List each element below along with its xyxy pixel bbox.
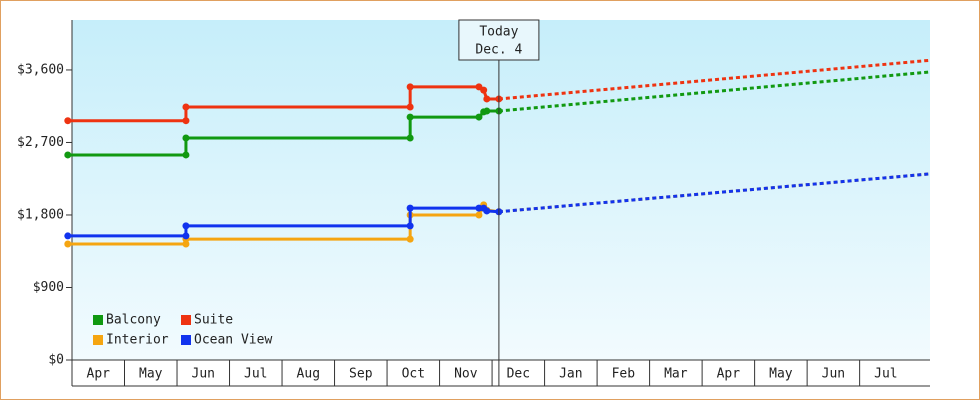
price-point (64, 240, 72, 248)
y-tick-label: $1,800 (17, 207, 64, 222)
price-point (182, 134, 190, 142)
legend-swatch (181, 335, 191, 345)
forecast-line (498, 172, 931, 214)
x-tick-label: Apr (717, 367, 741, 382)
price-point (483, 207, 491, 215)
price-point (64, 232, 72, 240)
legend-label: Balcony (106, 313, 161, 328)
price-point (483, 95, 491, 103)
legend-swatch (93, 315, 103, 325)
today-box (458, 19, 540, 61)
price-point (182, 240, 190, 248)
price-point (406, 222, 414, 230)
y-tick-label: $3,600 (17, 62, 64, 77)
forecast-line (498, 58, 931, 101)
x-tick-label: Jul (244, 367, 267, 382)
x-tick-label: Jun (822, 367, 845, 382)
x-tick-label: Dec (507, 367, 530, 382)
y-tick-label: $900 (33, 280, 64, 295)
x-tick-label: Feb (612, 367, 636, 382)
x-tick-label: Aug (297, 367, 320, 382)
price-point (480, 86, 488, 94)
x-tick-label: Jan (559, 367, 582, 382)
price-point (182, 222, 190, 230)
x-tick-label: Jul (874, 367, 897, 382)
legend-label: Ocean View (194, 333, 272, 348)
legend-swatch (93, 335, 103, 345)
price-point (182, 103, 190, 111)
price-point (483, 107, 491, 115)
x-tick-label: Jun (192, 367, 215, 382)
price-point (406, 83, 414, 91)
legend-label: Interior (106, 333, 169, 348)
price-point (406, 235, 414, 243)
x-tick-label: Apr (87, 367, 111, 382)
price-point (475, 211, 483, 219)
x-tick-label: May (139, 367, 163, 382)
legend-label: Suite (194, 313, 233, 328)
forecast-line (498, 70, 931, 113)
x-tick-label: Nov (454, 367, 478, 382)
price-point (406, 204, 414, 212)
x-tick-label: Mar (664, 367, 688, 382)
today-label: Dec. 4 (475, 43, 522, 58)
price-point (406, 103, 414, 111)
price-point (475, 113, 483, 121)
plot-area (72, 20, 930, 360)
price-point (64, 151, 72, 159)
x-tick-label: Sep (349, 367, 373, 382)
price-point (182, 151, 190, 159)
price-point (406, 113, 414, 121)
x-tick-label: Oct (402, 367, 425, 382)
price-point (64, 117, 72, 125)
price-point (182, 232, 190, 240)
legend-swatch (181, 315, 191, 325)
price-point (406, 134, 414, 142)
x-tick-label: May (769, 367, 793, 382)
price-point (182, 117, 190, 125)
y-tick-label: $2,700 (17, 135, 64, 150)
today-label: Today (479, 25, 518, 40)
y-tick-label: $0 (48, 353, 64, 368)
